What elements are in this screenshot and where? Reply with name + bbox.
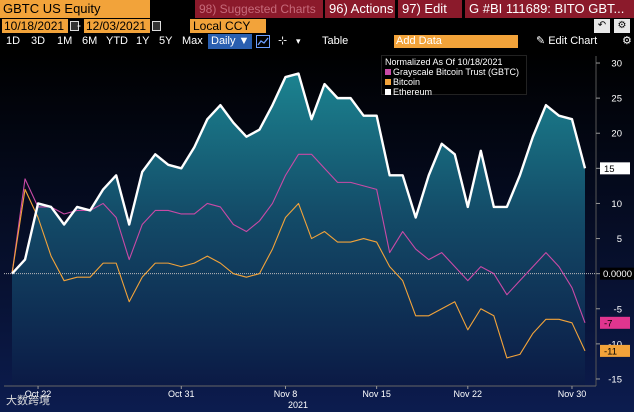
legend-swatch xyxy=(385,79,391,85)
y-tick-label: -5 xyxy=(614,304,622,315)
x-tick-label: Nov 22 xyxy=(454,389,483,399)
y-tick-label: 10 xyxy=(611,199,622,210)
crosshair-icon[interactable]: ⊹ xyxy=(278,35,288,47)
ethereum-area xyxy=(12,73,585,386)
watermark-text: 大数跨境 xyxy=(6,395,50,407)
x-tick-label: Nov 15 xyxy=(362,389,391,399)
last-value-label: 15 xyxy=(600,162,630,175)
legend-title: Normalized As Of 10/18/2021 xyxy=(385,57,503,67)
period-5y[interactable]: 5Y xyxy=(159,35,173,47)
y-tick-label: -10 xyxy=(608,339,622,350)
x-tick-label: Nov 8 xyxy=(274,389,298,399)
series-line-grayscale-bitcoin-trust-gbtc- xyxy=(11,153,586,323)
last-value-text: -11 xyxy=(604,346,617,357)
chart-legend[interactable]: Normalized As Of 10/18/2021 Grayscale Bi… xyxy=(381,55,527,97)
legend-swatch xyxy=(385,89,391,95)
series-line-ethereum xyxy=(11,72,587,275)
frequency-select[interactable]: Daily ▼ xyxy=(208,34,252,49)
period-1d[interactable]: 1D xyxy=(6,35,21,47)
start-date-field[interactable]: 10/18/2021 xyxy=(2,19,68,33)
y-tick-label: 5 xyxy=(617,234,622,245)
dropdown-icon[interactable]: ▾ xyxy=(296,36,301,46)
x-tick-label: Nov 30 xyxy=(558,389,587,399)
y-tick-label: 25 xyxy=(611,94,622,105)
edit-chart-button[interactable]: ✎ Edit Chart xyxy=(536,34,597,49)
legend-item-bitcoin: Bitcoin xyxy=(385,77,523,87)
last-value-text: 0.0000 xyxy=(603,269,632,280)
x-tick-label: Oct 22 xyxy=(25,389,52,399)
date-separator: - xyxy=(77,18,81,32)
legend-label: Bitcoin xyxy=(393,77,421,87)
currency-select[interactable]: Local CCY xyxy=(190,19,266,33)
calendar-icon[interactable] xyxy=(152,21,161,31)
ticker-field[interactable]: GBTC US Equity xyxy=(0,0,150,18)
last-value-badge xyxy=(600,162,630,175)
last-value-badge xyxy=(600,267,634,280)
period-1y[interactable]: 1Y xyxy=(136,35,150,47)
period-6m[interactable]: 6M xyxy=(82,35,98,47)
last-value-label: 0.0000 xyxy=(600,267,634,280)
period-1m[interactable]: 1M xyxy=(57,35,73,47)
last-value-badge xyxy=(600,344,630,357)
table-button[interactable]: Table xyxy=(322,35,349,47)
legend-item-ethereum: Ethereum xyxy=(385,87,523,97)
window-controls: ↶ ⚙ xyxy=(590,19,630,33)
last-value-label: -11 xyxy=(600,344,630,357)
period-ytd[interactable]: YTD xyxy=(106,35,128,47)
legend-label: Ethereum xyxy=(393,87,433,97)
series-line-bitcoin xyxy=(11,188,586,359)
chart-toolbar: 1D 3D 1M 6M YTD 1Y 5Y Max Daily ▼ ⊹ ▾ Ta… xyxy=(0,34,634,49)
y-tick-label: 30 xyxy=(611,59,622,70)
legend-item-gbtc: Grayscale Bitcoin Trust (GBTC) xyxy=(385,67,523,77)
edit-chart-label: Edit Chart xyxy=(548,35,598,47)
settings-icon[interactable]: ⚙ xyxy=(614,19,630,33)
top-command-bar: GBTC US Equity 98) Suggested Charts 96) … xyxy=(0,0,634,18)
legend-swatch xyxy=(385,69,391,75)
gear-icon[interactable]: ⚙ xyxy=(622,35,632,47)
pencil-icon: ✎ xyxy=(536,35,546,47)
last-value-text: -7 xyxy=(604,318,612,329)
last-value-badge xyxy=(600,316,630,329)
back-icon[interactable]: ↶ xyxy=(594,19,610,33)
x-year-label: 2021 xyxy=(288,400,308,410)
period-max[interactable]: Max xyxy=(182,35,203,47)
suggested-charts-button[interactable]: 98) Suggested Charts xyxy=(195,0,323,18)
chart-title: G #BI 111689: BITO GBT... xyxy=(465,0,634,18)
end-date-field[interactable]: 12/03/2021 xyxy=(84,19,150,33)
last-value-text: 15 xyxy=(604,164,615,175)
add-data-input[interactable]: Add Data xyxy=(394,35,518,48)
edit-menu-button[interactable]: 97) Edit xyxy=(398,0,462,18)
legend-label: Grayscale Bitcoin Trust (GBTC) xyxy=(393,67,520,77)
actions-menu-button[interactable]: 96) Actions xyxy=(325,0,395,18)
y-tick-label: 20 xyxy=(611,129,622,140)
period-3d[interactable]: 3D xyxy=(31,35,46,47)
last-value-label: -7 xyxy=(600,316,630,329)
date-range-bar: 10/18/2021 - 12/03/2021 Local CCY ↶ ⚙ xyxy=(0,18,634,34)
y-tick-label: -15 xyxy=(608,374,622,385)
line-chart-icon[interactable] xyxy=(256,35,270,48)
calendar-icon[interactable] xyxy=(70,21,79,31)
x-tick-label: Oct 31 xyxy=(168,389,195,399)
